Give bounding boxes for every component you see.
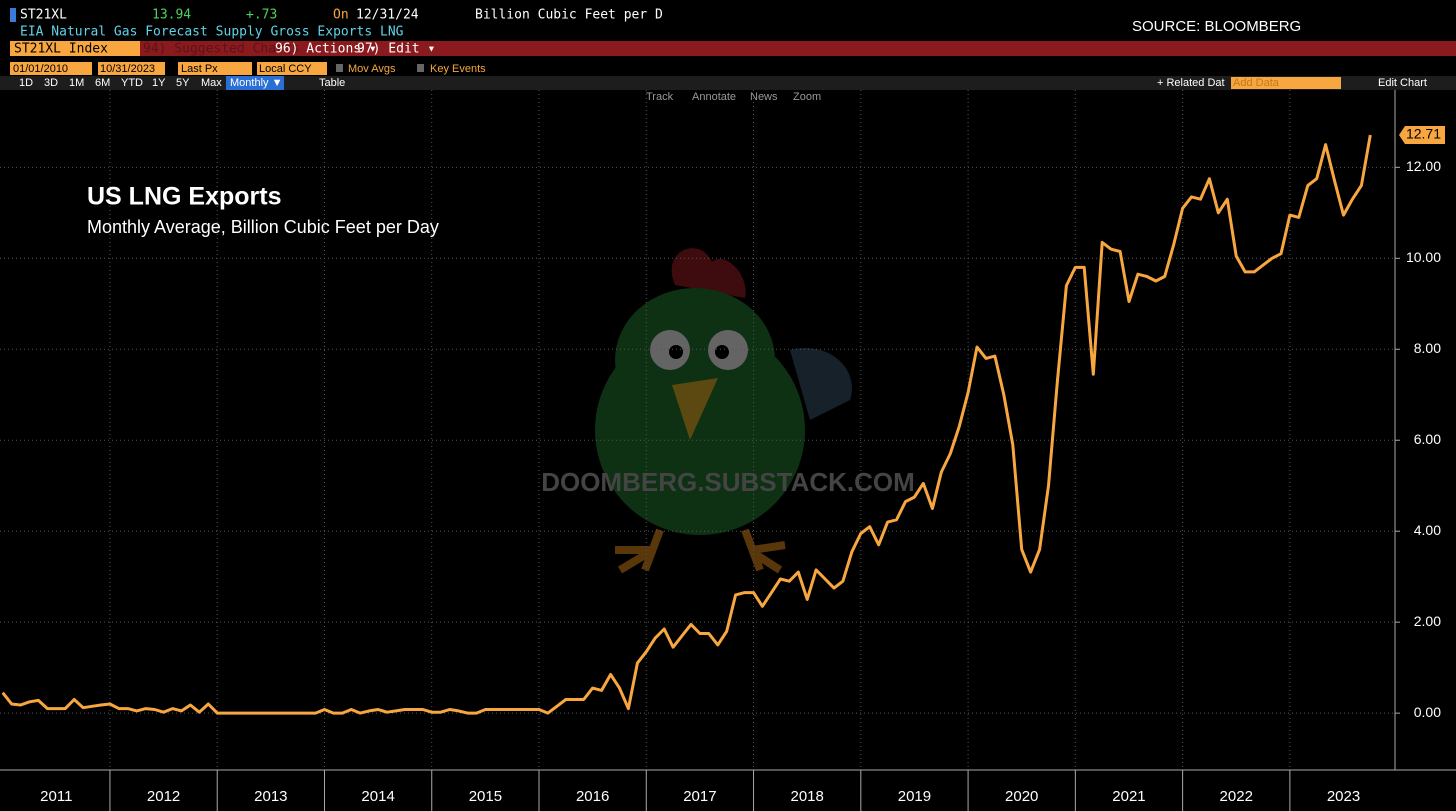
x-tick-label: 2012 — [147, 788, 180, 805]
x-tick-label: 2018 — [790, 788, 823, 805]
end-date: 10/31/2023 — [100, 63, 155, 75]
range-button[interactable]: 3D — [44, 77, 58, 89]
x-tick-label: 2011 — [40, 788, 72, 805]
ticker-marker — [10, 8, 16, 22]
menu-bar — [140, 41, 1456, 56]
description: EIA Natural Gas Forecast Supply Gross Ex… — [20, 25, 404, 40]
edit-chart[interactable]: Edit Chart — [1378, 77, 1427, 89]
range-button[interactable]: 1D — [19, 77, 33, 89]
chart-title: US LNG Exports — [87, 183, 281, 211]
x-tick-label: 2022 — [1220, 788, 1253, 805]
start-date-box[interactable] — [10, 62, 92, 75]
range-button[interactable]: Max — [201, 77, 222, 89]
y-tick-label: 6.00 — [1414, 431, 1441, 447]
range-button[interactable]: 1M — [69, 77, 84, 89]
x-tick-label: 2017 — [683, 788, 716, 805]
option[interactable]: Mov Avgs — [348, 63, 396, 75]
units: Billion Cubic Feet per D — [475, 8, 663, 23]
field: Last Px — [181, 63, 218, 75]
y-tick-label: 2.00 — [1414, 613, 1441, 629]
end-date-box[interactable] — [98, 62, 165, 75]
checkbox[interactable] — [417, 64, 424, 72]
menu-item[interactable]: 94) Suggested Charts — [143, 42, 300, 57]
currency: Local CCY — [259, 63, 312, 75]
x-tick-label: 2020 — [1005, 788, 1038, 805]
tool-button[interactable]: Track — [646, 91, 674, 103]
last-value-label: 12.71 — [1406, 126, 1441, 142]
period-box[interactable] — [226, 76, 284, 90]
x-tick-label: 2016 — [576, 788, 609, 805]
x-tick-label: 2019 — [898, 788, 931, 805]
field-box[interactable] — [178, 62, 252, 75]
add-data[interactable]: Add Data — [1233, 77, 1280, 89]
related-data[interactable]: + Related Dat — [1157, 77, 1225, 89]
y-tick-label: 8.00 — [1414, 340, 1441, 356]
x-tick-label: 2013 — [254, 788, 287, 805]
y-tick-label: 4.00 — [1414, 522, 1441, 538]
range-button[interactable]: 5Y — [176, 77, 190, 89]
x-tick-label: 2021 — [1112, 788, 1145, 805]
tool-button[interactable]: News — [750, 91, 778, 103]
last-value-box — [1399, 126, 1445, 145]
watermark: DOOMBERG.SUBSTACK.COM — [541, 467, 915, 497]
date: 12/31/24 — [356, 8, 419, 23]
tool-button[interactable]: Annotate — [692, 91, 736, 103]
security: ST21XL Index — [14, 42, 108, 57]
change: +.73 — [246, 8, 277, 23]
menu-item[interactable]: 96) Actions ▾ — [275, 42, 377, 57]
range-button[interactable]: 6M — [95, 77, 110, 89]
add-data-box[interactable] — [1231, 77, 1341, 89]
security-box[interactable] — [10, 41, 140, 56]
currency-box[interactable] — [257, 62, 327, 75]
start-date: 01/01/2010 — [13, 63, 68, 75]
checkbox[interactable] — [336, 64, 343, 72]
last-price: 13.94 — [152, 8, 191, 23]
x-tick-label: 2015 — [469, 788, 502, 805]
ticker: ST21XL — [20, 8, 67, 23]
watermark-logo — [595, 248, 852, 574]
range-button[interactable]: YTD — [121, 77, 143, 89]
toolbar — [0, 76, 1456, 90]
data-line — [1, 134, 1372, 715]
tool-button[interactable]: Zoom — [793, 91, 821, 103]
range-button[interactable]: 1Y — [152, 77, 166, 89]
x-tick-label: 2014 — [361, 788, 394, 805]
x-tick-label: 2023 — [1327, 788, 1360, 805]
option[interactable]: Key Events — [430, 63, 486, 75]
y-tick-label: 0.00 — [1414, 704, 1441, 720]
period[interactable]: Monthly ▼ — [230, 77, 282, 89]
table-button[interactable]: Table — [319, 77, 345, 89]
menu-item[interactable]: 97) Edit ▾ — [357, 42, 435, 57]
y-tick-label: 10.00 — [1406, 249, 1441, 265]
chart-subtitle: Monthly Average, Billion Cubic Feet per … — [87, 217, 439, 237]
source: SOURCE: BLOOMBERG — [1132, 18, 1301, 35]
y-tick-label: 12.00 — [1406, 158, 1441, 174]
on-label: On — [333, 8, 349, 23]
